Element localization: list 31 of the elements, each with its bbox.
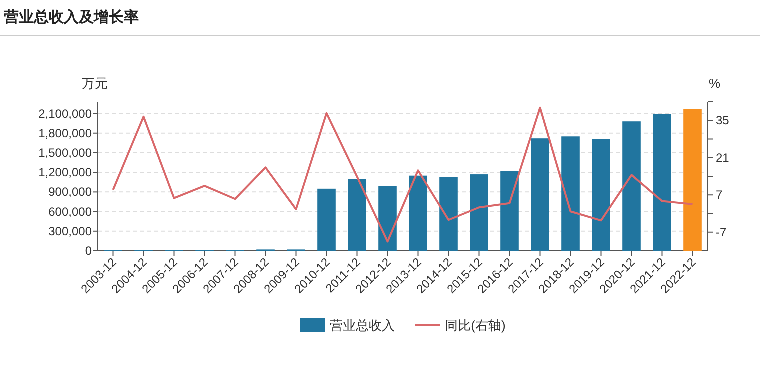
legend-label: 同比(右轴): [445, 318, 506, 333]
y-tick-label: 2,100,000: [38, 106, 92, 121]
y-tick-label: 600,000: [48, 204, 92, 219]
bar: [318, 188, 336, 251]
bar: [653, 114, 672, 251]
y-tick-label: 300,000: [48, 224, 92, 238]
legend-label: 营业总收入: [330, 318, 396, 333]
y-tick-label: 1,500,000: [38, 146, 92, 160]
y2-tick-label: 7: [716, 188, 723, 202]
bar: [562, 136, 580, 251]
bar: [592, 139, 610, 251]
y2-axis-title: %: [709, 76, 721, 91]
bar: [348, 179, 366, 251]
chart-title: 营业总收入及增长率: [3, 8, 139, 26]
bar: [531, 138, 550, 251]
bar: [440, 177, 458, 251]
bar: [500, 171, 519, 251]
y-tick-label: 900,000: [48, 185, 92, 200]
bar: [622, 122, 641, 251]
bar: [684, 109, 702, 251]
bar: [470, 174, 488, 251]
line-series: [112, 106, 694, 243]
y-tick-label: 1,200,000: [38, 166, 92, 180]
bar: [378, 186, 397, 251]
y-axis-title: 万元: [82, 76, 108, 91]
y-tick-label: 1,800,000: [38, 126, 92, 140]
y-tick-label: 0: [85, 244, 92, 258]
bar: [409, 176, 428, 251]
y2-tick-label: -7: [716, 225, 727, 240]
y2-tick-label: 21: [716, 150, 730, 165]
y2-tick-label: 35: [716, 114, 730, 128]
